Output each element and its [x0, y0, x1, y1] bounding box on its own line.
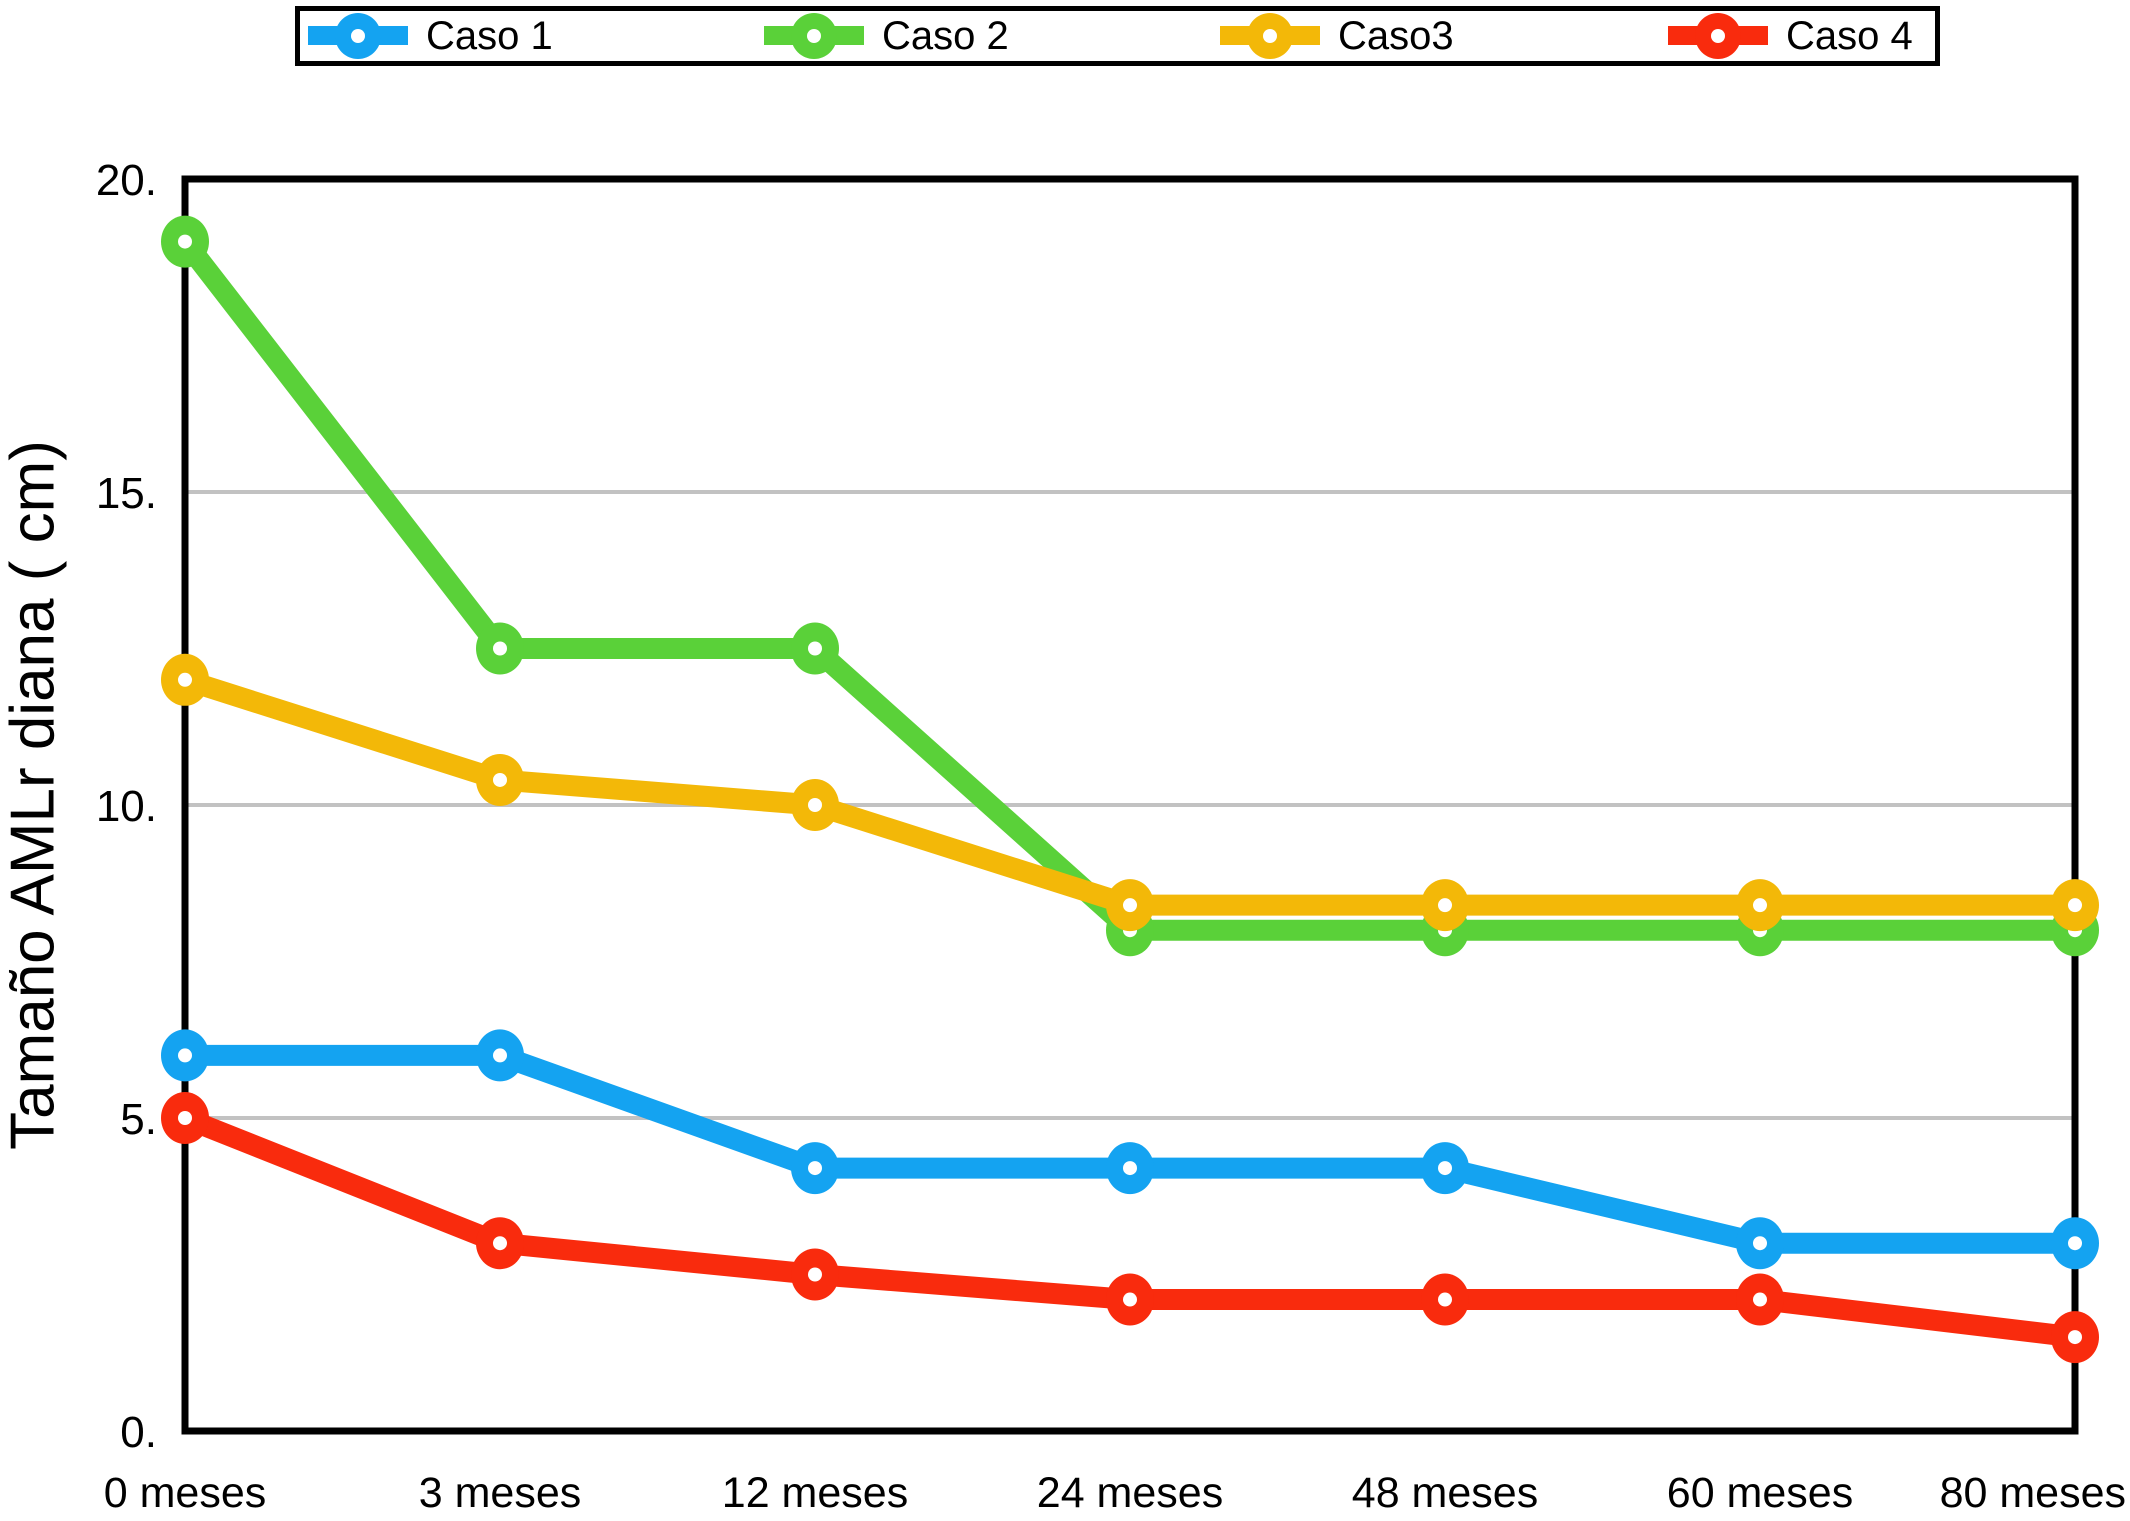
legend-marker-caso-3-icon: [1220, 13, 1320, 59]
series-line-caso-2: [174, 231, 2086, 941]
data-point-center-caso-2: [493, 641, 507, 656]
legend-label-caso-2: Caso 2: [882, 14, 1009, 58]
data-point-center-caso-4: [178, 1111, 192, 1125]
data-point-center-caso3: [808, 798, 822, 812]
legend-label-caso-1: Caso 1: [426, 14, 553, 58]
x-axis-label: 12 meses: [722, 1469, 908, 1517]
data-point-center-caso3: [1438, 898, 1452, 913]
data-point-center-caso3: [1123, 898, 1137, 913]
data-point-center-caso-1: [493, 1048, 507, 1063]
data-point-center-caso3: [493, 772, 507, 787]
data-point-center-caso3: [2068, 898, 2082, 913]
legend-item-caso-4: Caso 4: [1666, 11, 1913, 61]
x-axis-label: 48 meses: [1352, 1469, 1538, 1517]
x-axis-label: 24 meses: [1037, 1469, 1223, 1517]
legend-item-caso-2: Caso 2: [762, 11, 1009, 61]
x-axis-label: 80 meses: [1940, 1469, 2126, 1517]
y-tick-label: 20.: [96, 156, 157, 205]
series-line-caso3: [174, 669, 2086, 916]
data-point-center-caso-1: [1438, 1161, 1452, 1176]
data-point-center-caso-4: [1123, 1292, 1137, 1307]
legend-label-caso-3: Caso3: [1338, 14, 1454, 58]
y-tick-label: 0.: [120, 1408, 157, 1457]
legend-item-caso-3: Caso3: [1218, 11, 1454, 61]
x-axis-label: 0 meses: [104, 1469, 267, 1517]
y-tick-label: 10.: [96, 782, 157, 831]
x-axis-label: 60 meses: [1667, 1469, 1853, 1517]
data-point-center-caso-4: [2068, 1330, 2082, 1345]
x-axis-label: 3 meses: [419, 1469, 582, 1517]
data-point-center-caso-1: [1753, 1236, 1767, 1251]
data-point-center-caso-1: [1123, 1161, 1137, 1176]
data-point-center-caso3: [178, 672, 192, 687]
y-tick-label: 5.: [120, 1095, 157, 1144]
legend-label-caso-4: Caso 4: [1786, 14, 1913, 58]
data-point-center-caso-1: [808, 1161, 822, 1176]
y-tick-label: 15.: [96, 469, 157, 518]
data-point-center-caso-2: [178, 234, 192, 249]
data-point-center-caso-4: [1438, 1292, 1452, 1307]
legend-item-caso-1: Caso 1: [306, 11, 553, 61]
legend-marker-caso-2-icon: [764, 13, 864, 59]
data-point-center-caso3: [1753, 898, 1767, 913]
data-point-center-caso-4: [808, 1267, 822, 1282]
data-point-center-caso-4: [1753, 1292, 1767, 1307]
data-point-center-caso-1: [178, 1048, 192, 1063]
data-point-center-caso-2: [808, 641, 822, 656]
plot-border: [181, 175, 2079, 1435]
legend-marker-caso-4-icon: [1668, 13, 1768, 59]
legend-marker-caso-1-icon: [308, 13, 408, 59]
data-point-center-caso-1: [2068, 1236, 2082, 1251]
legend: Caso 1 Caso 2 Caso3: [295, 6, 1940, 66]
data-point-center-caso-4: [493, 1236, 507, 1251]
